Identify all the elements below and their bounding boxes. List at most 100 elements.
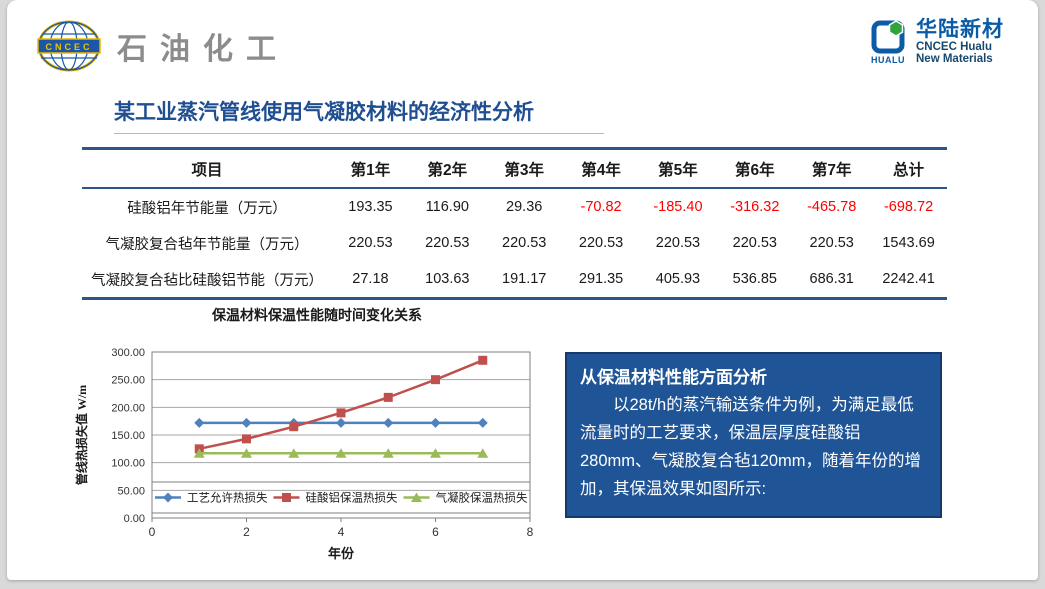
series-marker-0 <box>336 417 346 428</box>
series-marker-0 <box>383 417 394 428</box>
table-header-cell: 第5年 <box>658 161 698 179</box>
table-cell: 291.35 <box>578 271 624 287</box>
table-cell: 405.93 <box>655 271 701 287</box>
series-marker-1 <box>336 408 346 418</box>
x-tick-label: 6 <box>432 525 439 539</box>
series-marker-2 <box>335 448 347 458</box>
series-marker-1 <box>289 422 299 432</box>
table-cell: 116.90 <box>425 199 469 215</box>
table-cell: 193.35 <box>348 199 393 215</box>
table-cell: -698.72 <box>883 199 934 215</box>
legend-box <box>151 481 531 514</box>
x-tick-label: 4 <box>338 525 345 539</box>
table-cell: -70.82 <box>580 199 622 215</box>
table-row: 硅酸铝年节能量（万元） 193.35 116.90 29.36 -70.82 -185.4… <box>82 189 947 225</box>
table-header-cell: 第6年 <box>735 161 775 179</box>
analysis-info-box: 从保温材料性能方面分析 以28t/h的蒸汽输送条件为例，为满足最低流量时的工艺要… <box>565 352 942 518</box>
series-marker-2 <box>193 448 205 458</box>
cncec-emblem-text: CNCEC <box>45 42 92 52</box>
legend-label-1: 硅酸铝保温热损失 <box>306 491 398 505</box>
x-tick-label: 2 <box>243 525 250 539</box>
economics-table: 项目 第1年 第2年 第3年 第4年 第5年 第6年 第7年 总计硅酸铝年节能量（万元） 193.… <box>82 147 947 300</box>
hualu-brand-en1: CNCEC Hualu <box>916 40 993 53</box>
table-cell: 191.17 <box>502 271 547 287</box>
hualu-brand-text: 华陆新材 CNCEC Hualu New Materials <box>916 17 1004 66</box>
table-cell: 29.36 <box>506 199 543 215</box>
row-label: 气凝胶复合毡年节能量（万元） <box>105 236 309 253</box>
legend-marker-1 <box>282 493 291 502</box>
series-marker-1 <box>383 392 393 402</box>
table-cell: 220.53 <box>732 235 777 251</box>
legend-marker-2 <box>411 492 422 502</box>
table-cell: 536.85 <box>732 271 777 287</box>
y-tick-label: 100.00 <box>111 458 145 470</box>
series-marker-2 <box>477 448 489 458</box>
table-cell: 27.18 <box>352 271 389 287</box>
table-header-cell: 第3年 <box>504 161 544 179</box>
hualu-brand-en2: New Materials <box>916 53 993 66</box>
y-tick-label: 150.00 <box>111 430 145 442</box>
cncec-globe-icon: CNCEC <box>37 20 101 72</box>
chart-canvas: 保温材料保温性能随时间变化关系 0.00 50.00 100.00 150.00 200.… <box>74 307 534 561</box>
table-cell: 220.53 <box>502 235 547 251</box>
series-marker-0 <box>194 417 205 428</box>
series-marker-2 <box>382 448 394 458</box>
title-divider <box>114 133 604 134</box>
table-header-cell: 项目 <box>191 161 223 179</box>
series-marker-0 <box>241 417 252 428</box>
x-tick-label: 8 <box>527 525 534 539</box>
table-cell: 2242.41 <box>882 271 935 287</box>
hualu-logo-icon: HUALU <box>871 20 905 65</box>
hualu-logo-block: HUALU 华陆新材 CNCEC Hualu New Materials <box>869 18 1004 66</box>
y-tick-label: 300.00 <box>111 347 145 359</box>
table-header-cell: 第2年 <box>427 161 468 179</box>
series-marker-0 <box>477 417 488 428</box>
hualu-brand-cn: 华陆新材 <box>916 17 1004 41</box>
table-header-cell: 第7年 <box>811 161 852 179</box>
x-axis-title: 年份 <box>328 546 355 561</box>
petrochina-brand-text: 石油化工 <box>117 33 289 66</box>
page-title: 某工业蒸汽管线使用气凝胶材料的经济性分析 <box>114 101 534 124</box>
series-marker-2 <box>288 448 300 458</box>
table-cell: -185.40 <box>653 199 703 215</box>
table-cell: 220.53 <box>578 235 624 251</box>
chart-title: 保温材料保温性能随时间变化关系 <box>211 307 422 324</box>
table-cell: 686.31 <box>809 271 854 287</box>
table-header-cell: 第1年 <box>350 161 391 179</box>
series-marker-1 <box>431 375 440 385</box>
row-label: 硅酸铝年节能量（万元） <box>127 200 287 217</box>
legend-marker-0 <box>163 492 173 503</box>
info-box-heading: 从保温材料性能方面分析 <box>580 368 767 387</box>
row-label: 气凝胶复合毡比硅酸铝节能（万元） <box>91 272 323 289</box>
table-cell: 103.63 <box>425 271 470 287</box>
table-header-row: 项目 第1年 第2年 第3年 第4年 第5年 第6年 第7年 总计 <box>82 150 947 189</box>
info-box-body: 以28t/h的蒸汽输送条件为例，为满足最低流量时的工艺要求，保温层厚度硅酸铝28… <box>580 396 922 499</box>
table-cell: 220.53 <box>425 235 470 251</box>
table-row: 气凝胶复合毡比硅酸铝节能（万元） 27.18 103.63 191.17 291.35 4… <box>82 261 947 297</box>
table-cell: 1543.69 <box>882 235 935 251</box>
table-cell: -465.78 <box>807 199 857 215</box>
table-row: 气凝胶复合毡年节能量（万元） 220.53 220.53 220.53 220.53 22… <box>82 225 947 261</box>
series-marker-2 <box>241 448 252 458</box>
table-header-cell: 总计 <box>893 161 925 179</box>
y-axis-title: 管线热损失值 W/m <box>74 385 89 485</box>
table-cell: -316.32 <box>730 199 780 215</box>
table-cell: 220.53 <box>655 235 701 251</box>
series-marker-2 <box>430 448 441 458</box>
table-header-cell: 第4年 <box>581 161 621 179</box>
legend-label-0: 工艺允许热损失 <box>187 491 268 505</box>
table-cell: 220.53 <box>809 235 854 251</box>
hualu-icon-text: HUALU <box>871 55 905 65</box>
y-tick-label: 50.00 <box>117 485 145 497</box>
legend-label-2: 气凝胶保温热损失 <box>436 491 528 505</box>
series-marker-1 <box>478 355 488 365</box>
series-marker-1 <box>242 434 251 444</box>
series-line-1 <box>198 359 484 451</box>
y-tick-label: 250.00 <box>111 375 145 387</box>
series-marker-0 <box>430 417 441 428</box>
x-tick-label: 0 <box>149 525 156 539</box>
y-tick-label: 200.00 <box>111 402 145 414</box>
insulation-performance-chart: 保温材料保温性能随时间变化关系 0.00 50.00 100.00 150.00 200.… <box>72 298 552 570</box>
y-tick-label: 0.00 <box>124 513 145 525</box>
cncec-logo-block: CNCEC 石油化工 <box>37 20 289 72</box>
